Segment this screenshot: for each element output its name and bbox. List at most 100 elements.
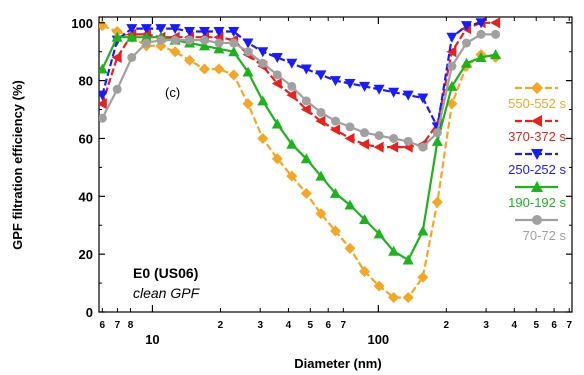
data-point: [490, 49, 502, 60]
data-point: [126, 31, 138, 42]
data-point: [491, 29, 501, 39]
data-point: [140, 31, 152, 42]
plot-frame: [98, 16, 573, 313]
data-point: [330, 116, 340, 126]
data-point: [446, 80, 458, 91]
legend-label: 190-192 s: [508, 195, 566, 210]
legend-entry: 190-192 s: [508, 181, 566, 210]
data-point: [141, 38, 151, 48]
data-point: [257, 95, 269, 106]
data-point: [286, 58, 298, 69]
y-tick-label: 80: [79, 74, 93, 89]
data-point: [417, 271, 429, 283]
data-point: [214, 38, 224, 48]
data-point: [169, 24, 181, 35]
x-minor-tick-label: 5: [533, 320, 539, 331]
data-point: [242, 66, 254, 77]
data-point: [155, 24, 167, 35]
data-point: [344, 199, 356, 210]
data-point: [315, 70, 327, 81]
series-4: [99, 29, 501, 152]
x-minor-tick-label: 6: [325, 320, 331, 331]
data-point: [127, 52, 137, 62]
data-point: [315, 170, 327, 181]
data-point: [531, 115, 542, 127]
data-point: [286, 170, 298, 182]
x-minor-tick-label: 4: [286, 320, 292, 331]
data-point: [359, 81, 371, 92]
series-line: [101, 21, 496, 149]
data-point: [531, 181, 543, 192]
data-point: [460, 21, 472, 32]
data-point: [170, 35, 180, 45]
data-point: [431, 196, 443, 208]
data-point: [446, 46, 457, 58]
data-point: [199, 35, 209, 45]
data-point: [271, 78, 282, 90]
data-point: [140, 24, 152, 35]
data-point: [287, 81, 297, 91]
data-point: [460, 57, 472, 68]
data-point: [126, 24, 138, 35]
series-line: [101, 33, 496, 149]
data-point: [184, 26, 196, 37]
data-point: [329, 76, 341, 87]
x-minor-tick-label: 6: [100, 320, 106, 331]
data-point: [198, 26, 210, 37]
x-axis-title: Diameter (nm): [294, 356, 381, 371]
data-point: [532, 215, 542, 225]
data-point: [213, 43, 225, 54]
data-point: [111, 25, 123, 37]
data-point: [329, 124, 340, 136]
data-point: [388, 141, 399, 153]
data-point: [461, 38, 471, 48]
y-tick-label: 20: [79, 247, 93, 262]
data-point: [418, 142, 428, 152]
x-major-tick-label: 100: [367, 332, 389, 347]
x-minor-tick-label: 5: [308, 320, 314, 331]
data-point: [475, 18, 487, 29]
series-line: [101, 24, 496, 299]
data-point: [300, 187, 312, 199]
data-point: [229, 38, 239, 48]
data-point: [490, 17, 501, 29]
legend: 550-552 s 370-372 s 250-252 s 190-192 s 70-7…: [508, 82, 566, 243]
data-point: [286, 138, 298, 149]
panel-label: (c): [165, 85, 180, 100]
data-point: [300, 104, 311, 116]
legend-label: 370-372 s: [508, 129, 566, 144]
data-point: [228, 26, 240, 37]
data-point: [301, 96, 311, 106]
data-point: [345, 122, 355, 132]
data-point: [228, 46, 240, 57]
data-point: [111, 31, 123, 42]
data-point: [344, 132, 355, 144]
data-point: [402, 90, 414, 101]
x-minor-tick-label: 2: [218, 320, 224, 331]
legend-label: 550-552 s: [508, 96, 566, 111]
legend-entry: 70-72 s: [515, 215, 566, 243]
x-minor-tick-label: 7: [341, 320, 347, 331]
data-point: [316, 107, 326, 117]
data-point: [99, 63, 108, 74]
data-point: [112, 84, 122, 94]
data-point: [402, 254, 414, 265]
x-minor-tick-label: 3: [483, 320, 489, 331]
data-point: [198, 40, 210, 51]
x-minor-tick-label: 6: [551, 320, 557, 331]
data-point: [286, 89, 297, 101]
data-point: [432, 128, 442, 138]
series-line: [101, 36, 496, 261]
data-point: [373, 141, 384, 153]
data-point: [329, 225, 341, 237]
data-point: [531, 82, 543, 94]
data-point: [271, 52, 283, 63]
x-minor-tick-label: 4: [512, 320, 518, 331]
y-tick-label: 60: [79, 131, 93, 146]
data-point: [213, 26, 225, 37]
data-point: [373, 228, 385, 239]
data-point: [388, 245, 400, 256]
series-layer: [99, 17, 502, 304]
